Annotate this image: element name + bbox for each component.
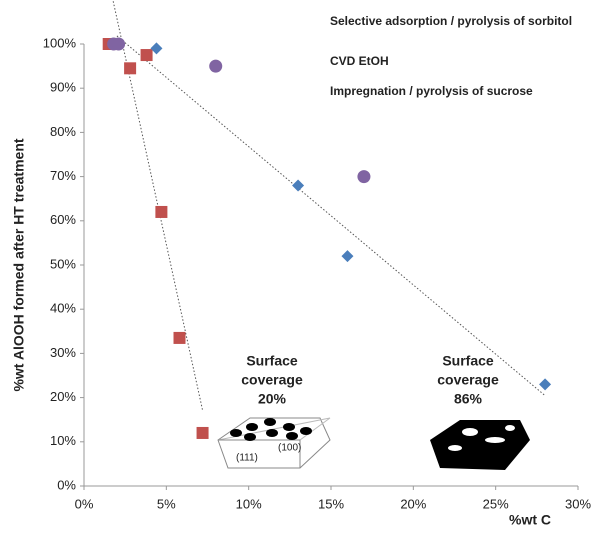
y-tick-label: 30% — [50, 345, 76, 360]
annotation: 86% — [454, 391, 483, 407]
annotation: Surface — [246, 353, 298, 369]
annotation: coverage — [437, 372, 499, 388]
marker — [124, 62, 137, 75]
legend-entry: CVD EtOH — [330, 54, 389, 68]
y-tick-label: 100% — [43, 35, 77, 50]
y-tick-label: 40% — [50, 301, 76, 316]
x-tick-label: 5% — [157, 496, 176, 511]
marker — [357, 170, 371, 184]
x-axis-label: %wt C — [509, 512, 551, 528]
x-tick-label: 30% — [565, 496, 591, 511]
marker — [341, 250, 354, 263]
facet-label: (111) — [236, 453, 258, 464]
y-axis-label: %wt AlOOH formed after HT treatment — [11, 138, 27, 391]
illustration-86 — [430, 420, 530, 470]
x-tick-label: 15% — [318, 496, 344, 511]
y-tick-label: 60% — [50, 212, 76, 227]
y-tick-label: 70% — [50, 168, 76, 183]
trendline — [112, 0, 204, 411]
x-tick-label: 20% — [400, 496, 426, 511]
y-tick-label: 20% — [50, 389, 76, 404]
marker — [209, 59, 223, 73]
illustration-20 — [217, 417, 331, 469]
marker — [173, 331, 186, 344]
legend-entry: Impregnation / pyrolysis of sucrose — [330, 84, 533, 98]
y-tick-label: 90% — [50, 80, 76, 95]
annotation: 20% — [258, 391, 287, 407]
marker — [112, 37, 126, 51]
facet-label: (100) — [278, 443, 301, 454]
marker — [539, 378, 552, 391]
y-tick-label: 0% — [57, 477, 76, 492]
marker — [140, 49, 153, 62]
marker — [155, 205, 168, 218]
annotation: Surface — [442, 353, 494, 369]
annotation: coverage — [241, 372, 303, 388]
y-tick-label: 50% — [50, 256, 76, 271]
trendline — [116, 35, 546, 396]
y-tick-label: 10% — [50, 433, 76, 448]
x-tick-label: 0% — [75, 496, 94, 511]
marker — [196, 426, 209, 439]
marker — [150, 42, 163, 55]
legend-entry: Selective adsorption / pyrolysis of sorb… — [330, 14, 572, 28]
x-tick-label: 10% — [236, 496, 262, 511]
y-tick-label: 80% — [50, 124, 76, 139]
marker — [292, 179, 305, 192]
x-tick-label: 25% — [483, 496, 509, 511]
